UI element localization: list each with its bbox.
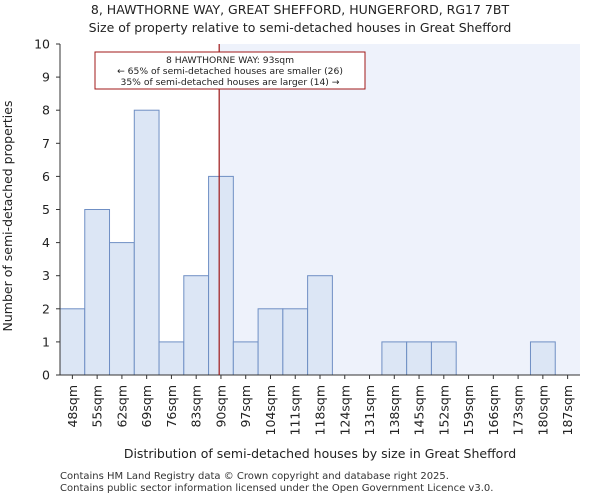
x-tick-label-69sqm: 69sqm: [139, 385, 154, 428]
y-tick-label-4: 4: [42, 235, 50, 250]
bar-83sqm: [183, 275, 210, 376]
y-tick-label-5: 5: [42, 202, 50, 217]
x-tick-label-173sqm: 173sqm: [511, 385, 526, 435]
bar-104sqm: [257, 308, 284, 376]
x-tick-label-145sqm: 145sqm: [412, 385, 427, 435]
x-tick-label-83sqm: 83sqm: [189, 385, 204, 428]
annotation-line-1: 8 HAWTHORNE WAY: 93sqm: [166, 55, 294, 66]
bar-55sqm: [84, 209, 111, 376]
bar-97sqm: [232, 341, 259, 376]
bar-90sqm: [208, 175, 234, 376]
plot-area: 0 1 2 3 4 5 6 7 8 9 10 48sqm 55sqm 62sqm 69sqm 76sqm 83s…: [34, 37, 581, 435]
x-tick-label-104sqm: 104sqm: [263, 385, 278, 435]
x-tick-label-152sqm: 152sqm: [436, 385, 451, 435]
x-tick-label-159sqm: 159sqm: [461, 385, 476, 435]
bar-152sqm: [430, 341, 457, 376]
x-tick-label-90sqm: 90sqm: [213, 385, 228, 428]
chart-title: 8, HAWTHORNE WAY, GREAT SHEFFORD, HUNGER…: [91, 2, 510, 17]
annotation-box: [94, 51, 366, 90]
y-tick-label-1: 1: [42, 334, 50, 349]
y-tick-label-0: 0: [42, 368, 50, 383]
footer-licence: Contains public sector information licen…: [60, 483, 494, 494]
y-tick-label-2: 2: [42, 301, 50, 316]
y-tick-label-9: 9: [42, 70, 50, 85]
bar-62sqm: [109, 242, 135, 376]
bar-118sqm: [307, 275, 333, 376]
x-tick-label-111sqm: 111sqm: [288, 385, 303, 435]
y-tick-label-3: 3: [42, 268, 50, 283]
x-tick-label-187sqm: 187sqm: [560, 385, 575, 435]
x-tick-label-138sqm: 138sqm: [387, 385, 402, 435]
y-tick-label-6: 6: [42, 169, 50, 184]
x-tick-label-62sqm: 62sqm: [114, 385, 129, 428]
bar-111sqm: [282, 308, 309, 376]
chart-subtitle: Size of property relative to semi-detach…: [89, 20, 512, 35]
annotation-line-2: ← 65% of semi-detached houses are smalle…: [117, 66, 343, 77]
bar-180sqm: [529, 341, 556, 376]
x-tick-label-55sqm: 55sqm: [90, 385, 105, 428]
x-tick-label-97sqm: 97sqm: [238, 385, 253, 428]
bar-69sqm: [133, 109, 160, 376]
footer-copyright: Contains HM Land Registry data © Crown c…: [60, 471, 449, 482]
x-tick-label-48sqm: 48sqm: [65, 385, 80, 428]
x-tick-label-180sqm: 180sqm: [535, 385, 550, 435]
bar-76sqm: [158, 341, 185, 376]
y-axis-label: Number of semi-detached properties: [0, 101, 15, 332]
x-tick-label-76sqm: 76sqm: [164, 385, 179, 428]
y-tick-label-7: 7: [42, 136, 50, 151]
x-axis-label: Distribution of semi-detached houses by …: [124, 446, 516, 461]
annotation-line-3: 35% of semi-detached houses are larger (…: [120, 77, 339, 88]
x-tick-label-118sqm: 118sqm: [313, 385, 328, 435]
x-tick-label-166sqm: 166sqm: [486, 385, 501, 435]
bar-145sqm: [406, 341, 432, 376]
x-tick-label-131sqm: 131sqm: [362, 385, 377, 435]
x-tick-label-124sqm: 124sqm: [337, 385, 352, 435]
y-tick-label-10: 10: [34, 37, 50, 52]
bar-138sqm: [381, 341, 408, 376]
bar-48sqm: [59, 308, 86, 376]
y-tick-label-8: 8: [42, 103, 50, 118]
